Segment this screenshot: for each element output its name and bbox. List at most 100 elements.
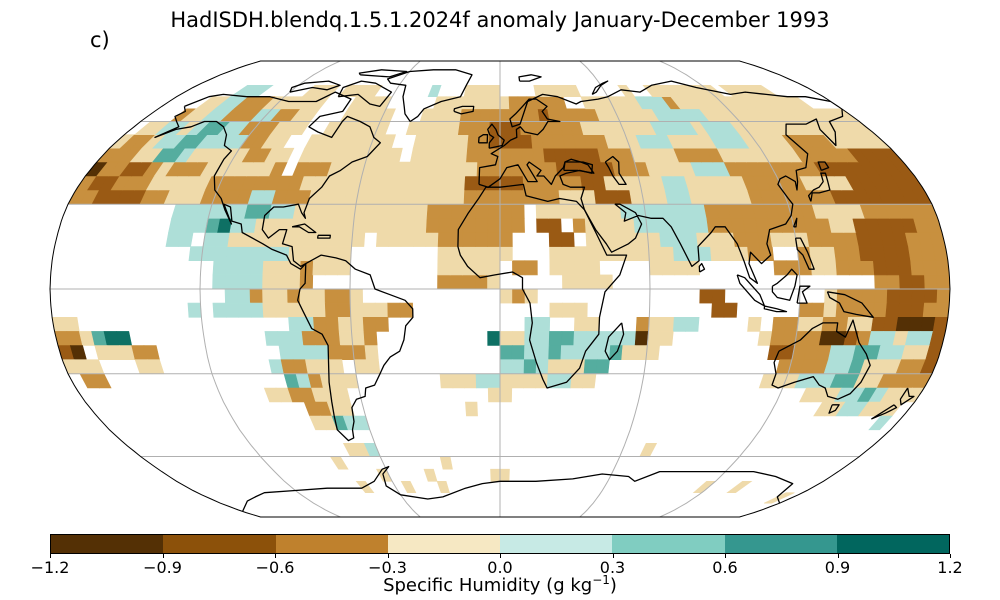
anomaly-cell: [499, 288, 513, 304]
anomaly-cell: [438, 218, 452, 233]
anomaly-cell: [390, 203, 405, 219]
anomaly-cell: [391, 189, 407, 205]
anomaly-cell: [289, 232, 304, 247]
coastline: [771, 319, 871, 400]
anomaly-cell: [481, 85, 492, 97]
anomaly-cell: [530, 134, 544, 149]
anomaly-cell: [403, 189, 418, 205]
coastline: [828, 404, 840, 414]
anomaly-cell: [414, 203, 429, 219]
anomaly-cell: [468, 121, 481, 135]
anomaly-cell: [237, 288, 251, 304]
anomaly-cell: [809, 246, 824, 261]
anomaly-cell: [899, 274, 913, 290]
anomaly-cell: [846, 246, 862, 261]
anomaly-cell: [925, 175, 949, 191]
anomaly-cell: [188, 246, 204, 261]
anomaly-cell: [499, 96, 510, 110]
anomaly-cell: [561, 302, 576, 318]
anomaly-cell: [886, 288, 901, 304]
anomaly-cell: [936, 274, 950, 290]
anomaly-cell: [557, 175, 572, 191]
coastline: [487, 123, 505, 149]
anomaly-cell: [326, 232, 341, 247]
anomaly-cell: [536, 345, 550, 360]
anomaly-cell: [462, 218, 477, 233]
anomaly-cell: [711, 302, 726, 318]
anomaly-cell: [673, 260, 688, 276]
anomaly-cell: [511, 331, 526, 346]
anomaly-cell: [621, 218, 636, 233]
anomaly-cell: [883, 246, 899, 261]
anomaly-cell: [456, 134, 470, 149]
anomaly-cell: [523, 373, 537, 389]
anomaly-cell: [488, 161, 501, 177]
anomaly-cell: [449, 274, 463, 290]
anomaly-cell: [548, 331, 563, 346]
colorbar-tick-label: 0.0: [487, 558, 513, 577]
figure-title: HadISDH.blendq.1.5.1.2024f anomaly Janua…: [170, 8, 830, 32]
anomaly-cell: [487, 373, 501, 389]
colorbar: [50, 534, 950, 554]
anomaly-cell: [212, 274, 226, 290]
anomaly-cell: [561, 260, 576, 276]
anomaly-cell: [301, 232, 317, 247]
coastline: [771, 268, 798, 301]
anomaly-cell: [708, 232, 724, 247]
anomaly-cell: [895, 317, 911, 332]
colorbar-segment: [724, 535, 837, 553]
coastline: [478, 80, 844, 284]
anomaly-cell: [645, 345, 660, 360]
anomaly-map: [49, 60, 973, 518]
anomaly-cell: [511, 373, 525, 389]
anomaly-cell: [237, 302, 252, 318]
anomaly-cell: [315, 218, 331, 233]
anomaly-cell: [913, 161, 939, 177]
colorbar-tick-label: 0.3: [599, 558, 626, 577]
anomaly-cell: [499, 345, 513, 360]
anomaly-cell: [475, 203, 489, 219]
anomaly-cell: [212, 302, 227, 318]
anomaly-cell: [476, 175, 489, 191]
anomaly-cell: [301, 331, 317, 346]
anomaly-cell: [340, 218, 355, 233]
anomaly-cell: [499, 387, 513, 403]
anomaly-cell: [177, 232, 194, 247]
coastline: [453, 105, 475, 115]
anomaly-cell: [227, 232, 243, 247]
anomaly-cell: [487, 387, 501, 403]
anomaly-cell: [745, 232, 761, 247]
anomaly-cell: [660, 317, 675, 332]
anomaly-cell: [773, 260, 788, 276]
anomaly-cell: [572, 218, 587, 233]
anomaly-cell: [732, 232, 748, 247]
anomaly-cell: [622, 331, 637, 346]
anomaly-cell: [462, 246, 476, 261]
anomaly-cell: [375, 232, 390, 247]
anomaly-cell: [287, 302, 302, 318]
anomaly-cell: [466, 147, 479, 163]
anomaly-cell: [352, 218, 367, 233]
anomaly-cell: [947, 260, 950, 276]
anomaly-cell: [363, 331, 378, 346]
anomaly-cell: [499, 246, 513, 261]
anomaly-cell: [949, 345, 950, 360]
anomaly-cell: [958, 317, 973, 331]
anomaly-cell: [848, 260, 863, 276]
coastline: [794, 237, 815, 270]
anomaly-cell: [574, 260, 588, 276]
anomaly-cell: [669, 218, 685, 233]
anomaly-cell: [379, 189, 395, 205]
anomaly-cell: [419, 161, 434, 177]
anomaly-cell: [858, 317, 874, 332]
anomaly-cell: [872, 260, 888, 276]
anomaly-cell: [544, 161, 558, 177]
anomaly-cell: [535, 189, 549, 205]
anomaly-cell: [823, 302, 838, 318]
anomaly-cell: [225, 260, 240, 276]
anomaly-cell: [648, 246, 663, 261]
anomaly-cell: [374, 302, 389, 318]
anomaly-cell: [858, 246, 874, 261]
anomaly-cell: [437, 232, 452, 247]
anomaly-cell: [549, 246, 563, 261]
